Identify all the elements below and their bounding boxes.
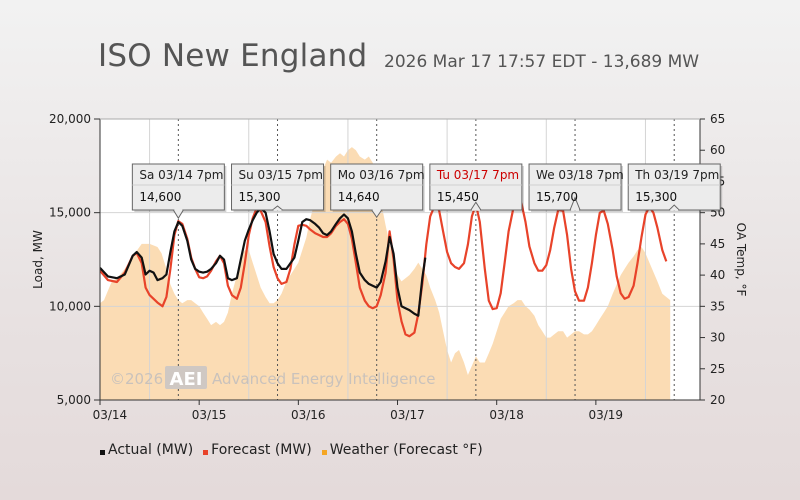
y-right-tick-label: 20 bbox=[710, 393, 725, 407]
peak-callout: Mo 03/16 7pm 14,640 bbox=[330, 163, 425, 219]
peak-callout: Tu 03/17 7pm 15,450 bbox=[429, 163, 524, 212]
y-right-tick-label: 40 bbox=[710, 268, 725, 282]
aei-logo-icon: AEI bbox=[170, 369, 203, 390]
legend-item-weather[interactable]: Weather (Forecast °F) bbox=[321, 442, 483, 458]
legend-label-weather: Weather (Forecast °F) bbox=[329, 442, 483, 458]
legend-swatch-actual bbox=[100, 449, 105, 455]
y-right-axis-title: OA Temp, °F bbox=[734, 223, 748, 297]
y-right-tick-label: 30 bbox=[710, 331, 725, 345]
legend-swatch-weather bbox=[321, 449, 327, 455]
callout-label: Sa 03/14 7pm bbox=[139, 168, 223, 182]
callout-label: We 03/18 7pm bbox=[536, 168, 624, 182]
callout-value: 15,450 bbox=[437, 190, 479, 204]
x-tick-label: 03/15 bbox=[192, 408, 227, 422]
callout-value: 15,700 bbox=[536, 190, 578, 204]
legend-swatch-forecast bbox=[203, 449, 209, 455]
x-tick-label: 03/14 bbox=[93, 408, 128, 422]
watermark-copyright: ©2026 bbox=[110, 370, 163, 388]
peak-callout: Th 03/19 7pm 15,300 bbox=[627, 163, 723, 212]
subtitle-separator: - bbox=[585, 52, 603, 72]
y-right-tick-label: 45 bbox=[710, 237, 725, 251]
callout-label: Su 03/15 7pm bbox=[239, 168, 323, 182]
x-tick-label: 03/17 bbox=[390, 408, 425, 422]
legend-label-actual: Actual (MW) bbox=[108, 442, 194, 458]
callout-value: 14,640 bbox=[338, 190, 380, 204]
callout-label: Th 03/19 7pm bbox=[634, 168, 719, 182]
y-left-tick-label: 20,000 bbox=[49, 112, 91, 126]
y-right-tick-label: 25 bbox=[710, 362, 725, 376]
actual-line bbox=[100, 206, 427, 317]
page-title: ISO New England bbox=[98, 38, 368, 74]
peak-callout: Su 03/15 7pm 15,300 bbox=[231, 163, 326, 212]
y-left-tick-label: 10,000 bbox=[49, 299, 91, 313]
y-left-tick-label: 5,000 bbox=[57, 393, 91, 407]
y-left-tick-label: 15,000 bbox=[49, 206, 91, 220]
callout-box bbox=[131, 163, 225, 211]
y-left-axis-title: Load, MW bbox=[31, 230, 45, 289]
status-subtitle: 2026 Mar 17 17:57 EDT - 13,689 MW bbox=[384, 52, 699, 72]
legend-label-forecast: Forecast (MW) bbox=[211, 442, 312, 458]
callout-value: 14,600 bbox=[139, 190, 181, 204]
aei-watermark: ©2026 AEI Advanced Energy Intelligence bbox=[110, 366, 435, 390]
callout-box bbox=[627, 163, 721, 211]
current-load: 13,689 MW bbox=[602, 52, 700, 72]
y-right-tick-label: 65 bbox=[710, 112, 725, 126]
watermark-company: Advanced Energy Intelligence bbox=[212, 370, 435, 388]
callout-label: Mo 03/16 7pm bbox=[338, 168, 425, 182]
callout-box bbox=[330, 163, 424, 211]
y-right-tick-label: 35 bbox=[710, 299, 725, 313]
chart-legend: Actual (MW) Forecast (MW) Weather (Forec… bbox=[100, 442, 487, 458]
legend-item-actual[interactable]: Actual (MW) bbox=[100, 442, 193, 458]
legend-item-forecast[interactable]: Forecast (MW) bbox=[203, 442, 312, 458]
callout-value: 15,300 bbox=[635, 190, 677, 204]
peak-callout: Sa 03/14 7pm 14,600 bbox=[131, 163, 227, 220]
callout-box bbox=[231, 163, 325, 211]
x-tick-label: 03/19 bbox=[588, 408, 623, 422]
callout-value: 15,300 bbox=[239, 190, 281, 204]
timestamp: 2026 Mar 17 17:57 EDT bbox=[384, 52, 586, 72]
x-tick-label: 03/18 bbox=[489, 408, 524, 422]
y-right-tick-label: 60 bbox=[710, 143, 725, 157]
aei-logo-box bbox=[165, 366, 207, 389]
x-tick-label: 03/16 bbox=[291, 408, 326, 422]
callout-label: Tu 03/17 7pm bbox=[436, 168, 519, 182]
peak-callout: We 03/18 7pm 15,700 bbox=[528, 163, 624, 212]
